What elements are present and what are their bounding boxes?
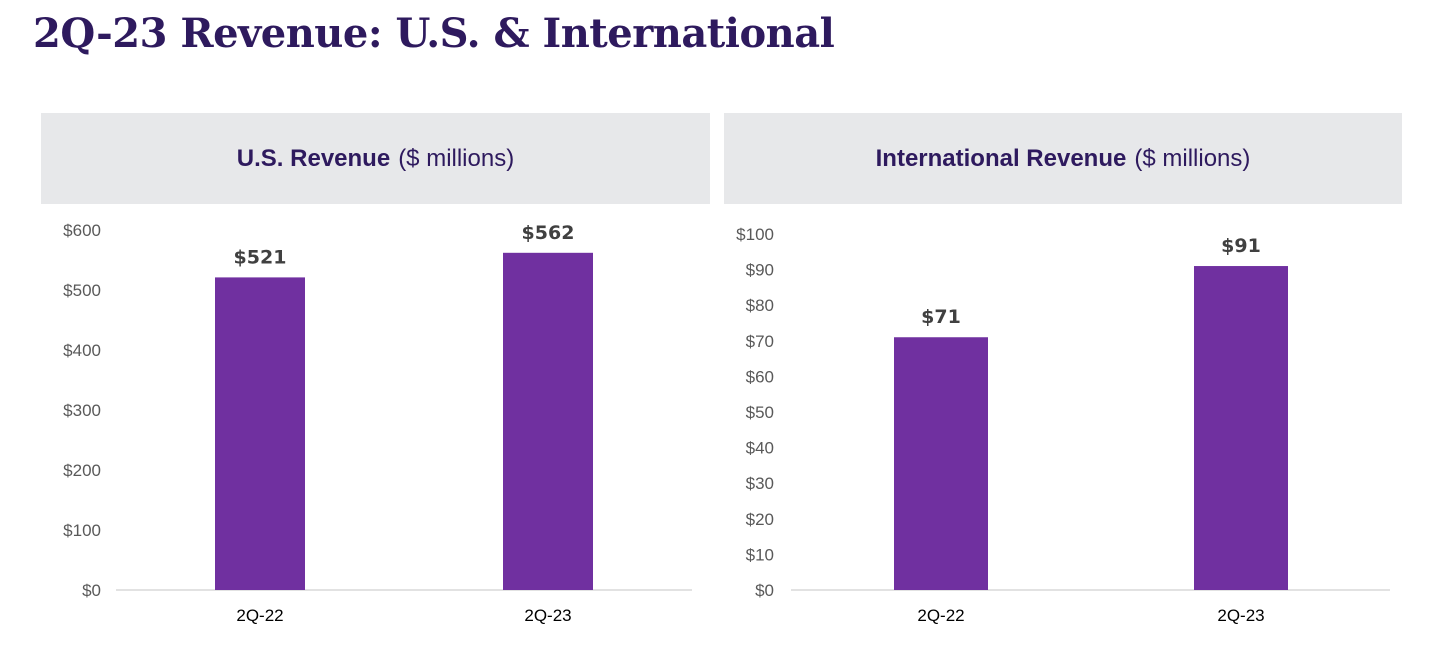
intl-y-tick-label: $90 [746, 261, 774, 280]
intl-y-tick-label: $10 [746, 545, 774, 564]
us-revenue-chart: $0 $100 $200 $300 $400 $500 $600 $521 2Q-22 $562 2… [63, 221, 692, 625]
intl-y-tick-label: $80 [746, 296, 774, 315]
us-revenue-panel: U.S. Revenue ($ millions) $0 $100 $200 $300… [41, 113, 710, 659]
international-revenue-header: International Revenue ($ millions) [724, 113, 1402, 204]
us-y-tick-label: $100 [63, 521, 101, 540]
intl-y-tick-label: $50 [746, 403, 774, 422]
us-y-tick-label: $300 [63, 401, 101, 420]
us-revenue-header: U.S. Revenue ($ millions) [41, 113, 710, 204]
us-data-label: $562 [522, 222, 575, 244]
international-revenue-chart: $0 $10 $20 $30 $40 $50 $60 $70 $80 $90 $100 $71 2Q-2… [736, 225, 1390, 625]
intl-bar-2Q-23 [1194, 266, 1288, 590]
page-title: 2Q-23 Revenue: U.S. & International [33, 10, 835, 57]
intl-y-tick-label: $60 [746, 367, 774, 386]
international-revenue-panel: International Revenue ($ millions) $0 $10… [724, 113, 1402, 659]
intl-y-tick-label: $20 [746, 510, 774, 529]
intl-y-tick-label: $40 [746, 439, 774, 458]
us-revenue-title: U.S. Revenue [236, 144, 391, 172]
us-y-tick-label: $600 [63, 221, 101, 240]
intl-y-tick-label: $0 [755, 581, 774, 600]
international-revenue-title: International Revenue [875, 144, 1127, 172]
intl-data-label: $71 [921, 306, 961, 328]
us-category-label: 2Q-22 [236, 606, 283, 625]
intl-category-label: 2Q-22 [917, 606, 964, 625]
intl-bar-2Q-22 [894, 337, 988, 590]
international-revenue-unit: ($ millions) [1134, 144, 1251, 172]
us-category-label: 2Q-23 [524, 606, 571, 625]
us-y-tick-label: $400 [63, 341, 101, 360]
us-y-tick-label: $200 [63, 461, 101, 480]
intl-y-tick-label: $30 [746, 474, 774, 493]
us-bar-2Q-22 [215, 277, 305, 590]
us-y-tick-label: $0 [82, 581, 101, 600]
intl-y-tick-label: $100 [736, 225, 774, 244]
us-bar-2Q-23 [503, 252, 593, 591]
us-data-label: $521 [234, 246, 287, 268]
intl-y-tick-label: $70 [746, 332, 774, 351]
us-revenue-unit: ($ millions) [398, 144, 515, 172]
intl-data-label: $91 [1221, 235, 1261, 257]
intl-category-label: 2Q-23 [1217, 606, 1264, 625]
us-y-tick-label: $500 [63, 281, 101, 300]
